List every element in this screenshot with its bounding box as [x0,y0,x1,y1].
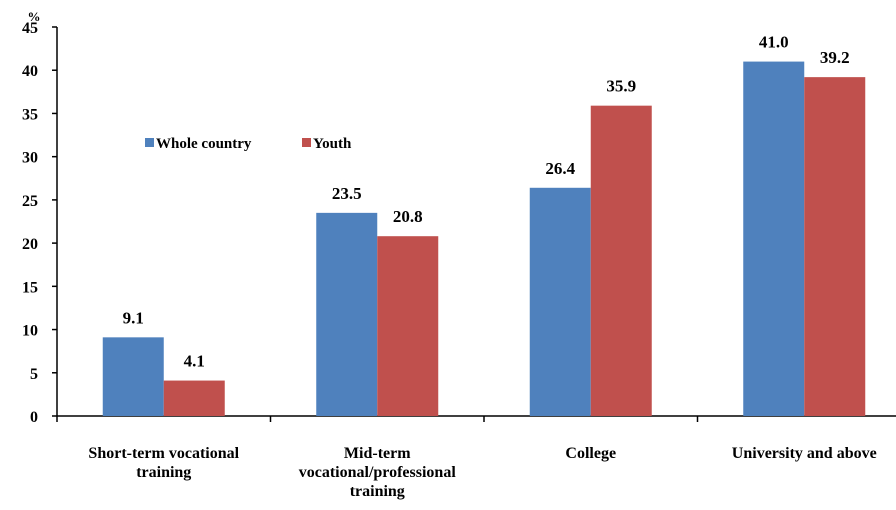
y-axis-unit-label: % [28,9,41,24]
category-label-line: vocational/professional [299,464,457,481]
y-tick-label: 45 [22,20,38,37]
bar-whole-country [102,337,164,416]
category-label-line: training [350,483,405,500]
bar-youth [163,380,225,416]
data-label: 26.4 [545,159,575,178]
y-axis: % 0 5 10 15 20 25 30 35 40 45 [22,9,58,426]
legend-swatch [145,138,154,147]
category-label-line: training [136,464,191,481]
y-tick-label: 5 [30,366,38,383]
y-tick-label: 20 [22,236,38,253]
category-label: Mid-term vocational/professional training [299,445,457,500]
legend-item-youth: Youth [302,136,352,152]
y-tick-label: 35 [22,106,38,123]
bar-youth [590,105,652,417]
legend-label: Youth [313,136,352,152]
data-label: 23.5 [332,184,362,203]
data-label: 4.1 [184,352,205,371]
y-tick-label: 0 [30,409,38,426]
category-label-line: University and above [732,445,877,462]
category-labels: Short-term vocational training Mid-term voc… [88,445,876,500]
data-label: 20.8 [393,207,423,226]
bar-whole-country [316,212,378,416]
bars [102,61,866,417]
category-label-line: College [565,445,616,462]
data-label: 39.2 [820,48,850,67]
category-label-line: Short-term vocational [88,445,239,462]
category-label-line: Mid-term [344,445,411,462]
category-label: Short-term vocational training [88,445,239,481]
data-label: 35.9 [606,77,636,96]
bar-youth [377,236,439,416]
y-tick-label: 25 [22,193,38,210]
data-label: 9.1 [123,308,144,327]
data-label: 41.0 [759,33,789,52]
category-label: University and above [732,445,877,462]
y-tick-label: 15 [22,279,38,296]
bar-whole-country [529,187,591,416]
x-axis [56,415,896,422]
bar-whole-country [743,61,805,416]
data-labels: 9.1 4.1 23.5 20.8 26.4 35.9 41.0 39.2 [123,33,850,371]
legend-label: Whole country [156,136,252,152]
y-tick-label: 40 [22,63,38,80]
legend-item-whole-country: Whole country [145,136,252,152]
bar-youth [804,77,866,416]
legend-swatch [302,138,311,147]
legend: Whole country Youth [145,136,352,152]
y-tick-label: 30 [22,150,38,167]
category-label: College [565,445,616,462]
y-tick-label: 10 [22,323,38,340]
